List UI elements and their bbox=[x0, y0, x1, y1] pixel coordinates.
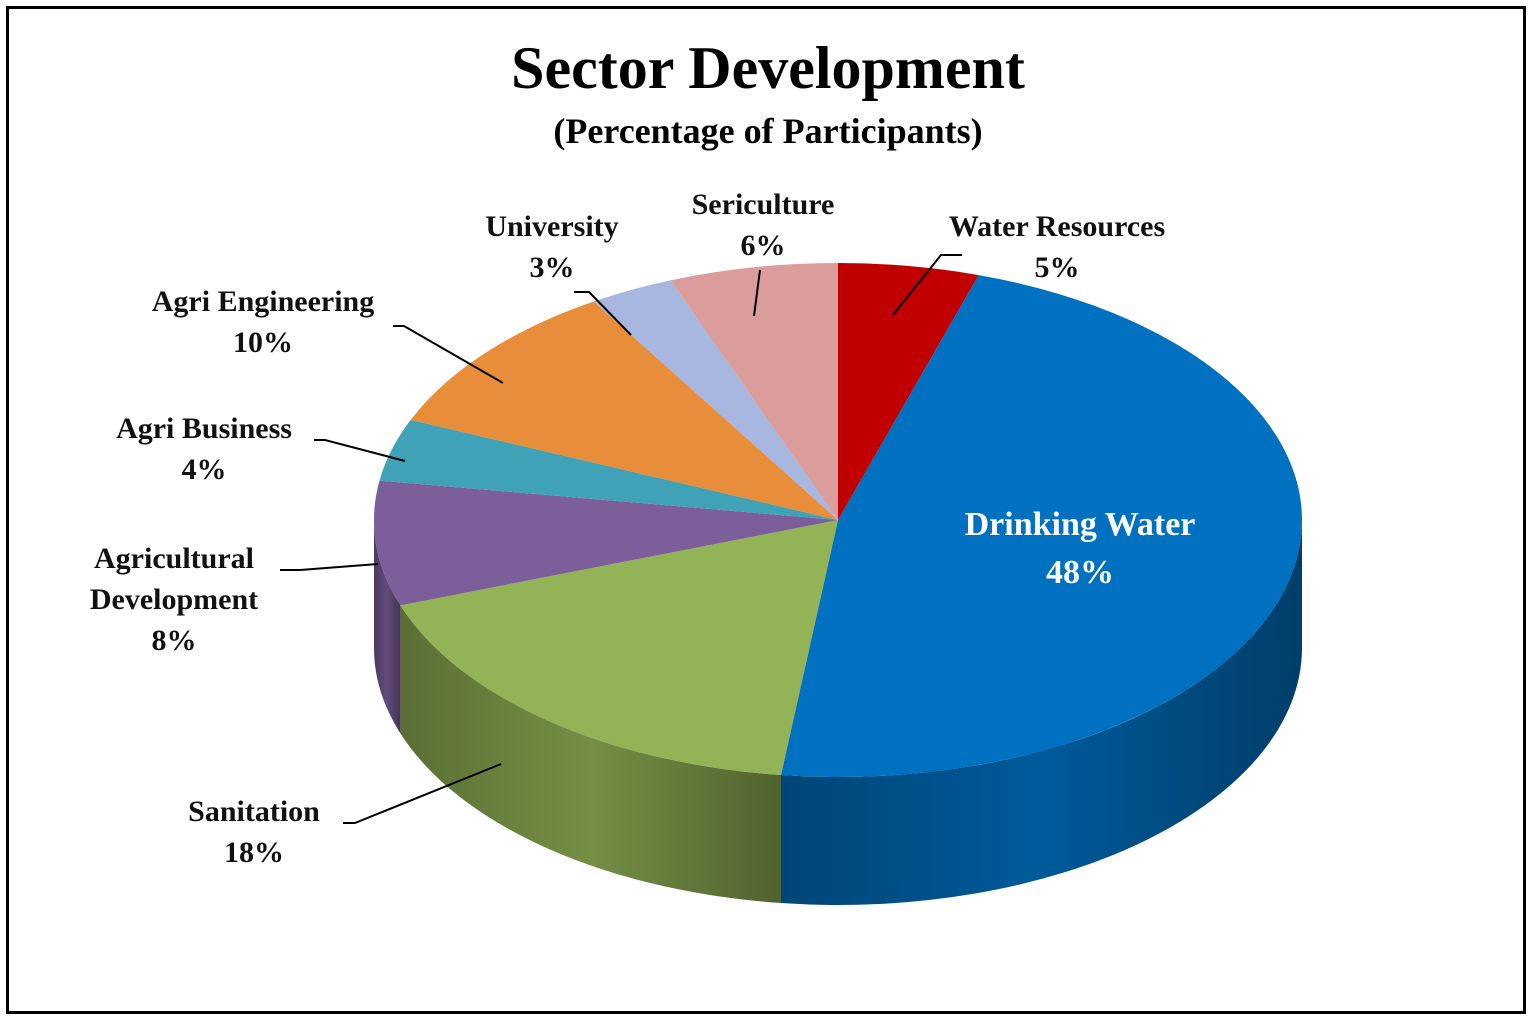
leader-sanitation bbox=[343, 763, 502, 824]
slice-label-sanitation: Sanitation bbox=[188, 795, 320, 828]
slice-label-university: University bbox=[485, 210, 618, 243]
leader-university bbox=[574, 291, 632, 336]
slice-sericulture bbox=[670, 263, 838, 520]
leader-lines bbox=[280, 254, 962, 824]
leader-agri-engineering bbox=[393, 325, 504, 384]
slice-sanitation bbox=[400, 520, 838, 776]
pie-tops bbox=[374, 263, 1303, 777]
leader-agricultural-development bbox=[280, 563, 379, 571]
slice-label-agri-business: Agri Business bbox=[116, 412, 292, 445]
slice-drinking-water bbox=[780, 275, 1303, 777]
pie-sides bbox=[374, 520, 1302, 905]
chart-subtitle: (Percentage of Participants) bbox=[553, 111, 982, 151]
slice-agri-engineering bbox=[410, 301, 838, 520]
slice-value-drinking-water: 48% bbox=[1046, 554, 1114, 591]
slice-value-agricultural-development: 8% bbox=[152, 624, 197, 657]
slice-agri-business bbox=[379, 419, 838, 520]
slice-value-agri-business: 4% bbox=[182, 453, 227, 486]
slice-agricultural-development bbox=[374, 480, 838, 606]
chart-title: Sector Development bbox=[511, 35, 1025, 101]
slice-side-drinking-water bbox=[780, 520, 1302, 905]
slice-value-agri-engineering: 10% bbox=[233, 326, 293, 359]
leader-sericulture bbox=[753, 269, 761, 317]
slice-water-resources bbox=[838, 263, 979, 520]
slice-university bbox=[593, 280, 838, 520]
slice-side-sanitation bbox=[400, 605, 781, 904]
slice-label-water-resources: Water Resources bbox=[949, 210, 1165, 243]
leader-agri-business bbox=[314, 439, 406, 462]
slice-label-sericulture: Sericulture bbox=[692, 188, 835, 221]
slice-label-agri-engineering: Agri Engineering bbox=[152, 285, 375, 318]
slice-value-sanitation: 18% bbox=[224, 836, 284, 869]
slice-label-agricultural-development: Agricultural bbox=[94, 542, 254, 575]
leader-water-resources bbox=[892, 254, 962, 316]
slice-side-agricultural-development bbox=[374, 520, 401, 734]
slice-value-water-resources: 5% bbox=[1035, 251, 1080, 284]
slice-value-sericulture: 6% bbox=[741, 229, 786, 262]
slice-label-agricultural-development: Development bbox=[90, 583, 258, 616]
slice-label-drinking-water: Drinking Water bbox=[965, 506, 1196, 543]
slice-value-university: 3% bbox=[530, 251, 575, 284]
slice-labels: Water Resources 5% Drinking Water 48% Sanita… bbox=[90, 188, 1196, 869]
